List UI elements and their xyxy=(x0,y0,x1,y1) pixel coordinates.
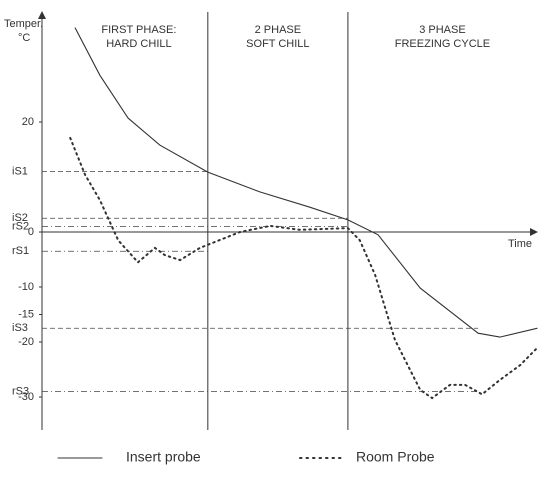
y-tick-label: 20 xyxy=(22,116,34,128)
phase-label: HARD CHILL xyxy=(106,38,171,50)
y-tick-label: -15 xyxy=(18,308,34,320)
threshold-label: iS2 xyxy=(12,212,28,224)
legend-label: Room Probe xyxy=(356,449,435,465)
y-tick-label: -20 xyxy=(18,336,34,348)
phase-label: FREEZING CYCLE xyxy=(395,38,490,50)
series-line xyxy=(74,27,538,338)
y-tick-label: -10 xyxy=(18,281,34,293)
y-tick-label: -30 xyxy=(18,391,34,403)
phase-label: FIRST PHASE: xyxy=(101,24,176,36)
threshold-label: iS3 xyxy=(12,322,28,334)
y-axis-title: °C xyxy=(18,32,30,44)
series-line xyxy=(69,136,538,400)
threshold-label: rS1 xyxy=(12,245,29,257)
phase-label: SOFT CHILL xyxy=(246,38,309,50)
legend-label: Insert probe xyxy=(126,449,201,465)
x-axis-title: Time xyxy=(508,238,532,250)
y-tick-label: 0 xyxy=(28,226,34,238)
threshold-label: rS3 xyxy=(12,385,29,397)
y-axis-title: Temper. xyxy=(4,18,43,30)
threshold-label: rS2 xyxy=(12,220,29,232)
phase-label: 3 PHASE xyxy=(419,24,465,36)
threshold-label: iS1 xyxy=(12,165,28,177)
phase-label: 2 PHASE xyxy=(255,24,301,36)
